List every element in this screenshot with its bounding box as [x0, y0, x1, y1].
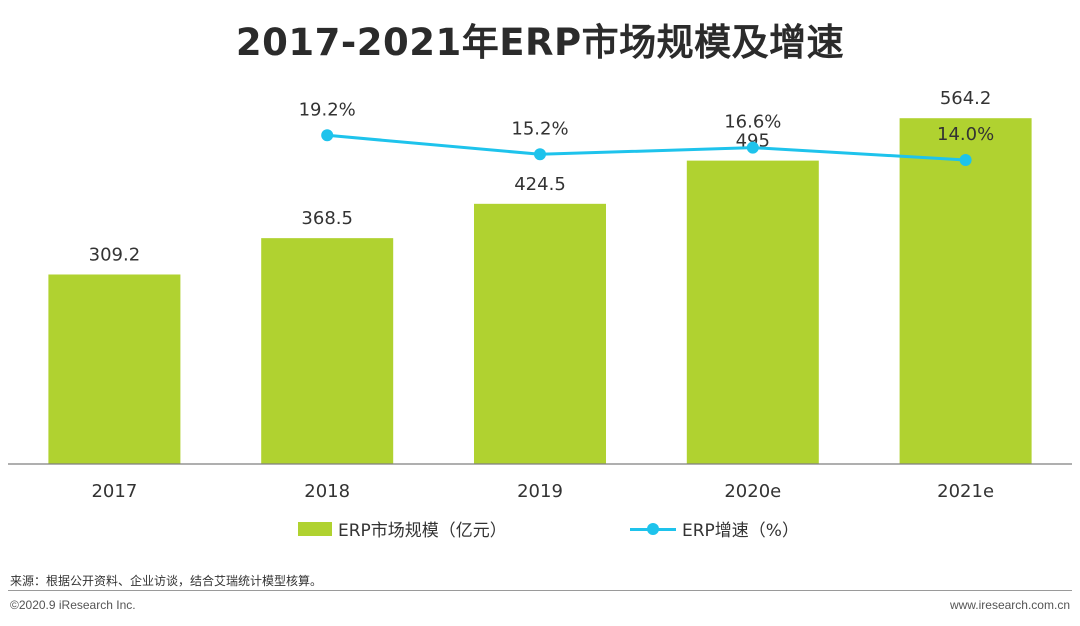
growth-point-2021e [959, 154, 972, 166]
bar-2017 [48, 274, 181, 464]
legend: ERP市场规模（亿元） ERP增速（%） [0, 516, 1080, 541]
bar-2020e [686, 160, 819, 464]
x-tick-label: 2018 [304, 481, 350, 502]
legend-bar-label: ERP市场规模（亿元） [338, 521, 507, 541]
growth-point-2019 [534, 148, 546, 161]
legend-item-line: ERP增速（%） [630, 516, 799, 541]
chart-title: 2017-2021年ERP市场规模及增速 [235, 21, 845, 64]
growth-point-2020e [746, 141, 759, 154]
x-tick-label: 2021e [937, 481, 994, 502]
growth-point-2018 [321, 129, 334, 142]
bar-2019 [474, 203, 606, 465]
source-note: 来源：根据公开资料、企业访谈，结合艾瑞统计模型核算。 [10, 574, 323, 588]
x-tick-label: 2017 [91, 481, 137, 502]
bar-2018 [261, 238, 394, 464]
x-tick-label: 2020e [724, 481, 781, 502]
bar-value-label: 424.5 [514, 174, 566, 195]
footer-divider [8, 590, 1072, 591]
bar-2021e [899, 118, 1032, 464]
legend-line-label: ERP增速（%） [682, 521, 799, 541]
growth-value-label: 14.0% [937, 124, 994, 145]
copyright: ©2020.9 iResearch Inc. [10, 598, 136, 612]
website-link[interactable]: www.iresearch.com.cn [949, 598, 1070, 612]
x-tick-label: 2019 [517, 481, 563, 502]
bar-value-label: 564.2 [940, 88, 992, 109]
bar-value-label: 495 [736, 131, 770, 152]
legend-item-bar: ERP市场规模（亿元） [298, 516, 507, 541]
growth-value-label: 15.2% [511, 118, 568, 139]
legend-bar-swatch [298, 521, 332, 536]
growth-value-label: 16.6% [724, 112, 781, 133]
growth-line [327, 133, 966, 162]
bar-value-label: 368.5 [301, 208, 353, 229]
legend-line-swatch [630, 522, 676, 536]
growth-value-label: 19.2% [299, 99, 356, 120]
bar-value-label: 309.2 [89, 244, 141, 265]
